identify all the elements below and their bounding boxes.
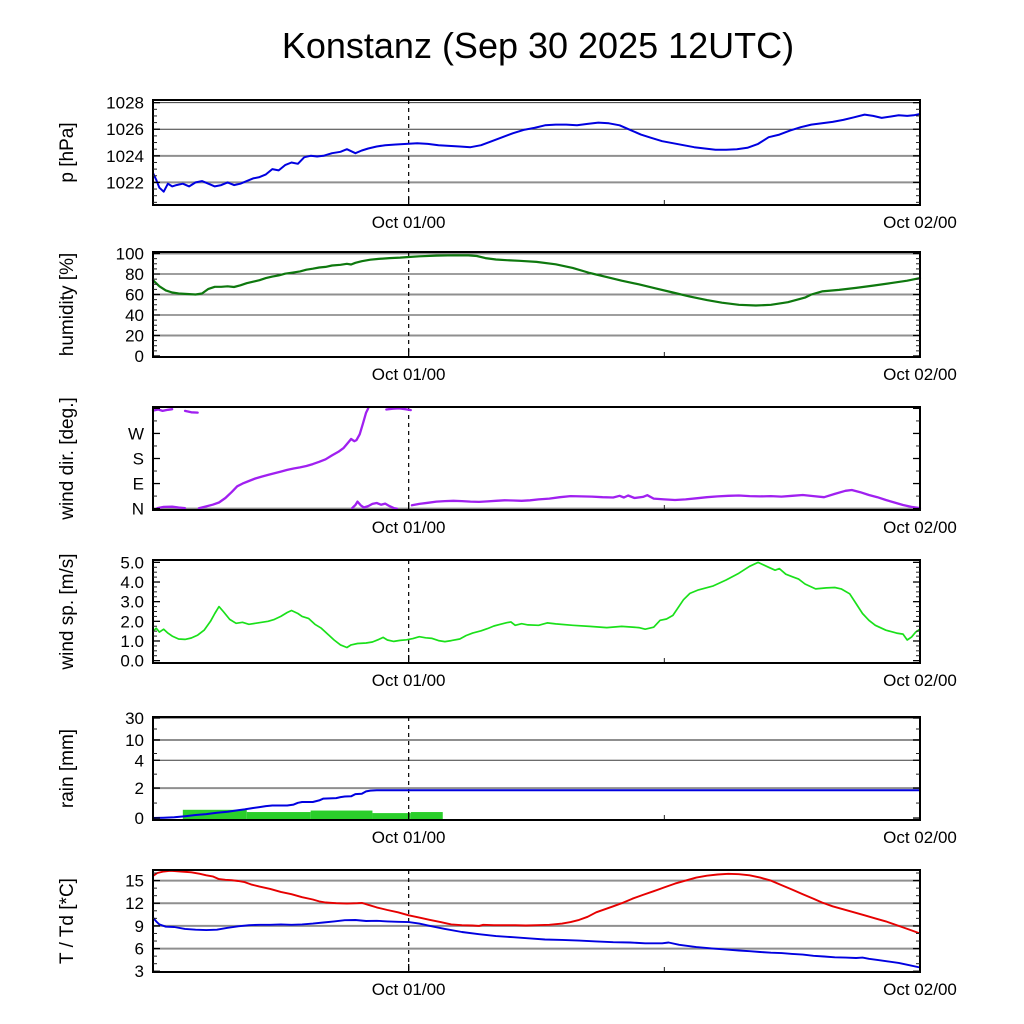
temperature-dewpoint-series-dewpoint — [152, 916, 921, 969]
y-tick-label: 20 — [125, 326, 144, 345]
wind-direction-series-seg-north-top-a — [151, 408, 174, 413]
pressure-series-pressure — [152, 113, 921, 193]
panel-border — [152, 251, 921, 358]
panel-border — [152, 716, 921, 821]
chart-title: Konstanz (Sep 30 2025 12UTC) — [282, 25, 794, 66]
y-tick-label: W — [128, 424, 144, 443]
y-tick-label: 1022 — [106, 173, 144, 192]
wind-direction-series-seg-north-low-b — [351, 500, 399, 510]
y-tick-label: 30 — [125, 709, 144, 728]
y-tick-label: 3 — [135, 962, 144, 981]
y-tick-label: 0.0 — [120, 652, 144, 671]
panel-border — [152, 99, 921, 206]
y-axis-title: rain [mm] — [57, 729, 78, 808]
wind-direction-series-seg-veering-rise — [197, 407, 370, 510]
y-tick-label: 4 — [135, 751, 144, 770]
rain-series-rain-accumulated — [152, 789, 921, 819]
panel-temperature-dewpoint: 3 6 9 12 15 Oct 01/00 Oct 02/00 T / Td [*C] — [57, 869, 957, 999]
x-axis-label: Oct 02/00 — [883, 980, 957, 999]
x-axis-label: Oct 02/00 — [883, 213, 957, 232]
wind-direction-series-seg-main — [410, 488, 922, 510]
rain-rate-bar — [182, 809, 247, 819]
y-tick-label: 0 — [135, 347, 144, 366]
x-axis-label: Oct 02/00 — [883, 828, 957, 847]
rain-rate-bars — [182, 809, 443, 819]
y-tick-label: 2 — [135, 779, 144, 798]
y-tick-label: 10 — [125, 731, 144, 750]
rain-rate-bar — [310, 810, 373, 819]
x-axis-label: Oct 01/00 — [372, 671, 446, 690]
rain-rate-bar — [410, 812, 443, 819]
rain-rate-bar — [246, 812, 311, 819]
y-tick-label: 0 — [135, 809, 144, 828]
y-axis-title: humidity [%] — [57, 253, 78, 356]
x-axis-label: Oct 02/00 — [883, 671, 957, 690]
y-tick-label: 12 — [125, 894, 144, 913]
wind-direction-series-seg-north-top-c — [385, 407, 412, 412]
x-axis-label: Oct 01/00 — [372, 365, 446, 384]
x-axis-label: Oct 01/00 — [372, 213, 446, 232]
y-tick-label: S — [133, 450, 144, 469]
panel-pressure: 1022 1024 1026 1028 Oct 01/00 Oct 02/00 p [hPa… — [57, 94, 957, 232]
panel-border — [152, 559, 921, 664]
panel-border — [152, 869, 921, 973]
y-tick-label: 3.0 — [120, 593, 144, 612]
y-tick-label: 1028 — [106, 94, 144, 113]
y-tick-label: E — [133, 475, 144, 494]
panel-wind-speed: 0.01.02.03.04.05.0 Oct 01/00 Oct 02/00 wind… — [57, 553, 957, 690]
humidity-series-humidity — [151, 254, 922, 307]
y-axis-title: T / Td [*C] — [57, 878, 78, 964]
y-tick-label: 9 — [135, 917, 144, 936]
x-axis-label: Oct 01/00 — [372, 980, 446, 999]
temperature-dewpoint-series-temperature — [152, 869, 921, 935]
y-tick-label: 60 — [125, 286, 144, 305]
y-axis-title: wind sp. [m/s] — [57, 553, 78, 670]
y-axis-title: wind dir. [deg.] — [57, 397, 78, 521]
panel-rain: 0 2 410 30 Oct 01/00 Oct 02/00 rain [mm] — [57, 709, 957, 847]
y-tick-label: 1026 — [106, 120, 144, 139]
wind-speed-series-wind-speed — [152, 561, 921, 649]
x-axis-label: Oct 02/00 — [883, 518, 957, 537]
y-tick-label: 1.0 — [120, 632, 144, 651]
wind-direction-series-seg-north-top-b — [183, 409, 199, 414]
y-tick-label: 80 — [125, 265, 144, 284]
x-axis-label: Oct 01/00 — [372, 518, 446, 537]
y-tick-label: 1024 — [106, 147, 144, 166]
x-axis-label: Oct 02/00 — [883, 365, 957, 384]
y-tick-label: 6 — [135, 940, 144, 959]
y-tick-label: N — [132, 500, 144, 519]
y-tick-label: 100 — [116, 245, 144, 264]
y-tick-label: 5.0 — [120, 553, 144, 572]
y-tick-label: 40 — [125, 306, 144, 325]
y-tick-label: 4.0 — [120, 573, 144, 592]
y-tick-label: 15 — [125, 872, 144, 891]
rain-rate-bar — [372, 813, 411, 819]
wind-direction-series-seg-north-low-a — [156, 505, 187, 510]
x-axis-label: Oct 01/00 — [372, 828, 446, 847]
y-tick-label: 2.0 — [120, 612, 144, 631]
y-axis-title: p [hPa] — [57, 122, 78, 182]
